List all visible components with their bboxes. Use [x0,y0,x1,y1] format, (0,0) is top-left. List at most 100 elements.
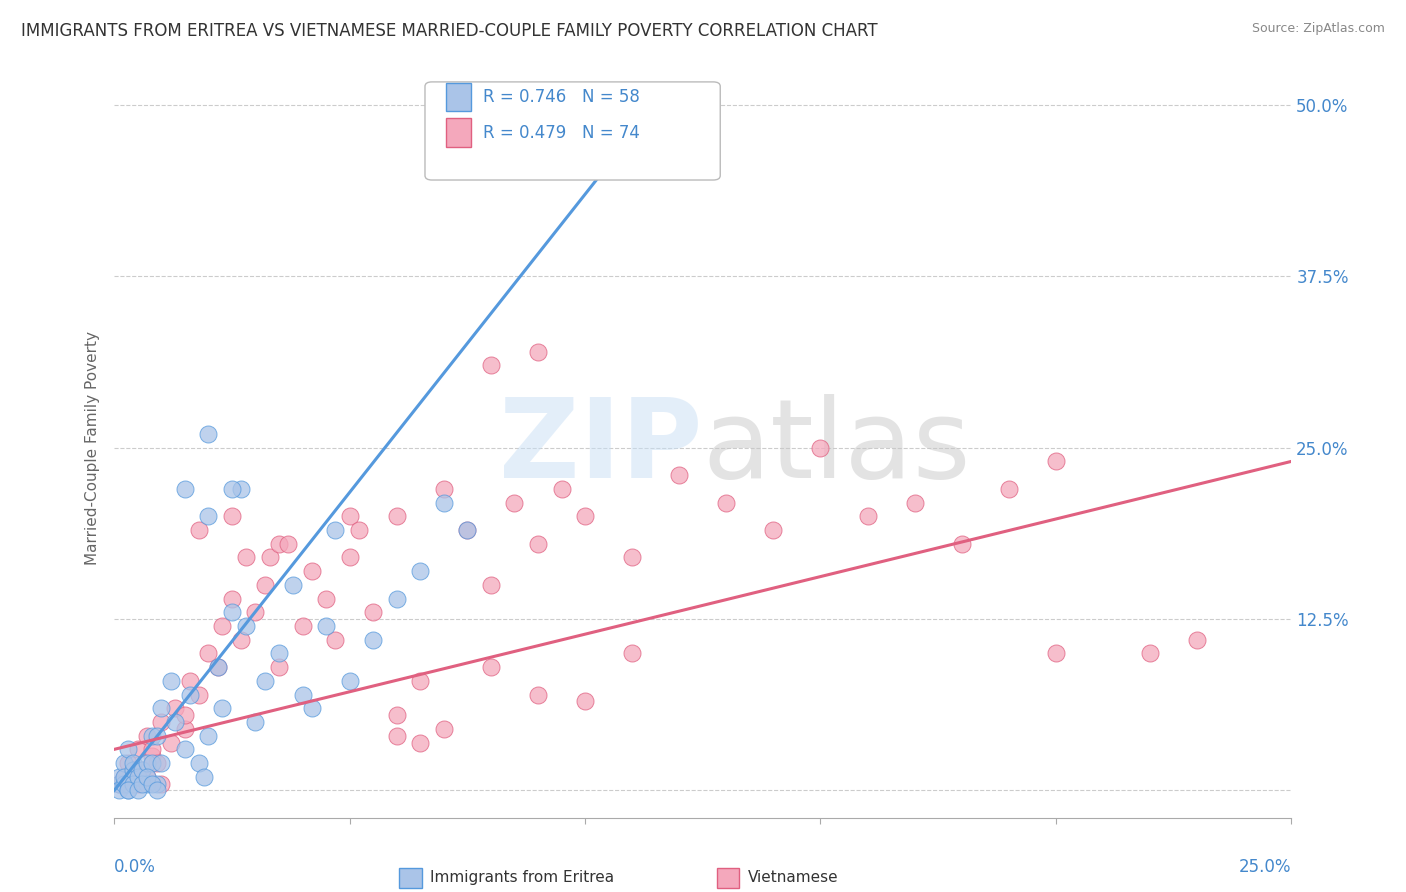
Point [433,495,456,509]
Point [141,756,163,770]
Point [456,523,478,537]
Point [527,344,550,359]
Y-axis label: Married-Couple Family Poverty: Married-Couple Family Poverty [86,331,100,565]
Text: Vietnamese: Vietnamese [748,871,838,885]
Point [281,578,304,592]
Point [127,770,149,784]
Point [117,777,139,791]
Point [136,777,159,791]
Point [197,646,219,660]
Point [122,763,145,777]
Point [159,735,181,749]
Point [267,536,290,550]
Point [145,777,167,791]
Point [456,523,478,537]
Point [361,605,384,619]
Point [187,688,209,702]
Point [550,482,572,496]
Point [108,770,131,784]
Point [245,714,267,729]
Text: R = 0.746   N = 58: R = 0.746 N = 58 [482,88,640,106]
Point [127,742,149,756]
Point [1185,632,1208,647]
Point [574,509,596,524]
Point [221,482,243,496]
Point [141,729,163,743]
Point [117,783,139,797]
Point [385,708,408,723]
Point [112,770,135,784]
Point [385,509,408,524]
Point [479,578,502,592]
Point [211,701,233,715]
Point [145,783,167,797]
Point [325,632,347,647]
Point [325,523,347,537]
Point [117,783,139,797]
Point [527,688,550,702]
Point [127,777,149,791]
Point [301,564,323,578]
Point [277,536,299,550]
Point [231,482,253,496]
Point [259,550,281,565]
Point [131,763,153,777]
Point [762,523,785,537]
Point [179,673,201,688]
Point [479,660,502,674]
Point [173,708,195,723]
Text: R = 0.479   N = 74: R = 0.479 N = 74 [482,124,640,142]
Point [197,509,219,524]
Point [409,673,432,688]
Point [197,729,219,743]
Point [231,632,253,647]
Point [108,783,131,797]
Point [165,714,187,729]
Point [339,673,361,688]
Point [503,495,526,509]
Point [197,427,219,442]
Point [385,591,408,606]
Point [479,359,502,373]
Text: Immigrants from Eritrea: Immigrants from Eritrea [430,871,614,885]
Point [253,578,276,592]
Point [122,763,145,777]
Point [211,619,233,633]
Point [131,777,153,791]
Point [150,777,173,791]
Point [235,550,257,565]
Point [141,742,163,756]
Point [433,482,456,496]
Point [221,591,243,606]
Point [621,550,644,565]
Text: Source: ZipAtlas.com: Source: ZipAtlas.com [1251,22,1385,36]
Point [173,722,195,736]
Point [315,619,337,633]
Point [150,701,173,715]
Point [193,770,215,784]
Text: ZIP: ZIP [499,394,703,501]
Point [998,482,1021,496]
Point [235,619,257,633]
Point [253,673,276,688]
Point [207,660,229,674]
Point [668,468,690,483]
Point [339,509,361,524]
Point [1139,646,1161,660]
Point [301,701,323,715]
Point [179,688,201,702]
Point [267,646,290,660]
Point [165,701,187,715]
Point [339,550,361,565]
Point [145,756,167,770]
Point [810,441,832,455]
Point [385,729,408,743]
Point [221,605,243,619]
Point [245,605,267,619]
Point [127,783,149,797]
Text: atlas: atlas [703,394,972,501]
Point [112,777,135,791]
Point [136,770,159,784]
Point [141,749,163,764]
Point [527,536,550,550]
